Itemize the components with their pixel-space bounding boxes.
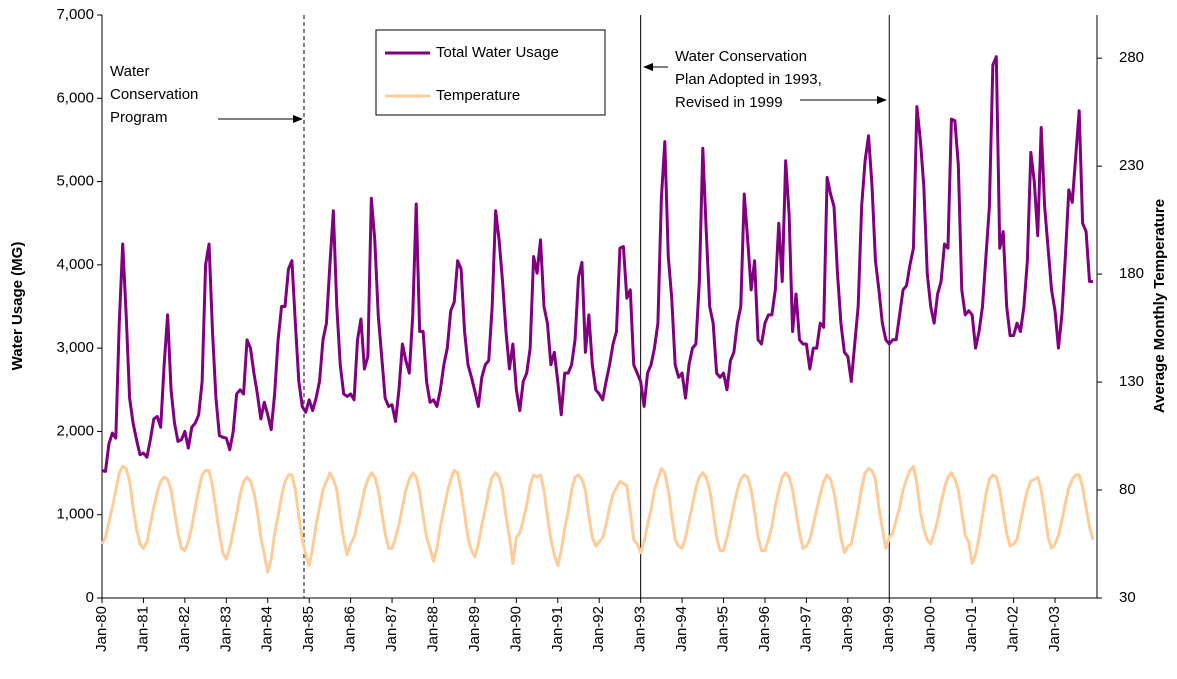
x-tick-label: Jan-80 — [93, 606, 110, 652]
legend-label: Total Water Usage — [436, 44, 559, 61]
x-tick-label: Jan-83 — [217, 606, 234, 652]
y-tick-label: 6,000 — [56, 89, 94, 106]
y-tick-label: 3,000 — [56, 339, 94, 356]
legend — [375, 29, 606, 116]
x-tick-label: Jan-98 — [839, 606, 856, 652]
x-tick-label: Jan-93 — [632, 606, 649, 652]
x-tick-label: Jan-82 — [176, 606, 193, 652]
y-tick-label: 2,000 — [56, 422, 94, 439]
y-tick-label: 0 — [86, 589, 94, 606]
x-tick-label: Jan-94 — [673, 606, 690, 652]
annotation: Conservation — [110, 86, 198, 103]
x-tick-label: Jan-96 — [756, 606, 773, 652]
x-tick-label: Jan-81 — [134, 606, 151, 652]
x-tick-label: Jan-95 — [714, 606, 731, 652]
x-tick-label: Jan-00 — [922, 606, 939, 652]
x-tick-label: Jan-85 — [300, 606, 317, 652]
x-tick-label: Jan-02 — [1005, 606, 1022, 652]
y2-tick-label: 130 — [1119, 373, 1144, 390]
legend-label: Temperature — [436, 87, 520, 104]
y-tick-label: 7,000 — [56, 6, 94, 23]
y2-tick-label: 280 — [1119, 49, 1144, 66]
annotation: Program — [110, 109, 168, 126]
y-axis-title: Water Usage (MG) — [9, 242, 26, 371]
x-tick-label: Jan-88 — [424, 606, 441, 652]
annotation: Water Conservation — [675, 48, 807, 65]
annotation: Revised in 1999 — [675, 94, 783, 111]
y2-tick-label: 30 — [1119, 589, 1136, 606]
series-line — [101, 55, 1093, 473]
x-tick-label: Jan-99 — [880, 606, 897, 652]
x-tick-label: Jan-91 — [549, 606, 566, 652]
x-tick-label: Jan-92 — [590, 606, 607, 652]
annotation: Water — [110, 63, 149, 80]
x-tick-label: Jan-01 — [963, 606, 980, 652]
series-line — [100, 464, 1095, 574]
annotation: Plan Adopted in 1993, — [675, 71, 822, 88]
x-tick-label: Jan-89 — [466, 606, 483, 652]
y2-tick-label: 230 — [1119, 157, 1144, 174]
y-tick-label: 4,000 — [56, 256, 94, 273]
y2-tick-label: 80 — [1119, 481, 1136, 498]
y2-axis-title: Average Monthly Temperature — [1151, 199, 1168, 413]
y-tick-label: 5,000 — [56, 173, 94, 190]
x-tick-label: Jan-86 — [342, 606, 359, 652]
y-tick-label: 1,000 — [56, 506, 94, 523]
y2-tick-label: 180 — [1119, 265, 1144, 282]
x-tick-label: Jan-90 — [507, 606, 524, 652]
x-tick-label: Jan-03 — [1046, 606, 1063, 652]
x-tick-label: Jan-84 — [259, 606, 276, 652]
x-tick-label: Jan-97 — [797, 606, 814, 652]
x-tick-label: Jan-87 — [383, 606, 400, 652]
